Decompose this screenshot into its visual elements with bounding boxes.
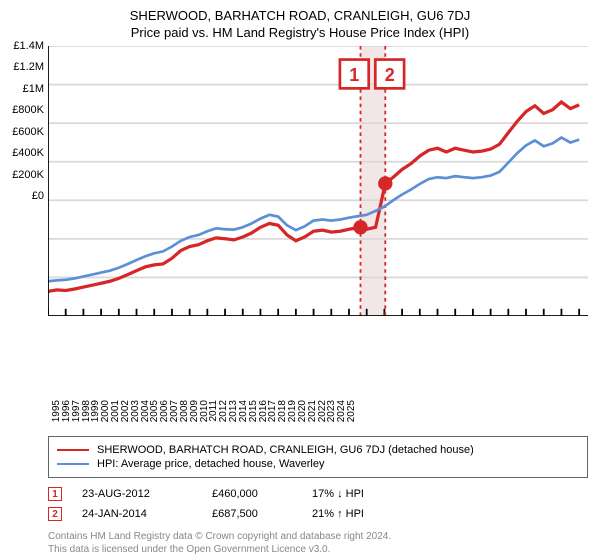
y-axis-label: £400K: [4, 147, 44, 159]
footer-line1: Contains HM Land Registry data © Crown c…: [48, 530, 588, 543]
x-axis-label: 2025: [346, 400, 357, 422]
y-axis-label: £800K: [4, 104, 44, 116]
y-axis-label: £1M: [4, 83, 44, 95]
chart-plot: 12: [48, 46, 588, 316]
sale-price: £460,000: [212, 488, 292, 500]
chart-area: £0£200K£400K£600K£800K£1M£1.2M£1.4M 12 1…: [48, 46, 588, 396]
legend-line-icon: [57, 463, 89, 465]
y-axis-labels: £0£200K£400K£600K£800K£1M£1.2M£1.4M: [4, 46, 44, 396]
chart-title: SHERWOOD, BARHATCH ROAD, CRANLEIGH, GU6 …: [0, 0, 600, 23]
y-axis-label: £200K: [4, 169, 44, 181]
sale-number-box: 2: [48, 507, 62, 521]
legend-row: SHERWOOD, BARHATCH ROAD, CRANLEIGH, GU6 …: [57, 443, 579, 457]
sales-row: 1 23-AUG-2012 £460,000 17% ↓ HPI: [48, 484, 588, 504]
y-axis-label: £1.4M: [4, 40, 44, 52]
sales-row: 2 24-JAN-2014 £687,500 21% ↑ HPI: [48, 504, 588, 524]
sale-number-box: 1: [48, 487, 62, 501]
legend-label: HPI: Average price, detached house, Wave…: [97, 458, 324, 470]
sale-diff: 17% ↓ HPI: [312, 488, 402, 500]
sale-date: 23-AUG-2012: [82, 488, 192, 500]
legend-row: HPI: Average price, detached house, Wave…: [57, 457, 579, 471]
sale-marker-dot: [353, 220, 367, 234]
legend-line-icon: [57, 449, 89, 451]
legend-label: SHERWOOD, BARHATCH ROAD, CRANLEIGH, GU6 …: [97, 444, 474, 456]
footer-attribution: Contains HM Land Registry data © Crown c…: [48, 530, 588, 556]
y-axis-label: £600K: [4, 126, 44, 138]
sale-diff: 21% ↑ HPI: [312, 508, 402, 520]
sales-table: 1 23-AUG-2012 £460,000 17% ↓ HPI 2 24-JAN-201…: [48, 484, 588, 524]
x-axis-labels: 1995199619971998199920002001200220032004…: [48, 398, 588, 428]
y-axis-label: £1.2M: [4, 61, 44, 73]
legend-box: SHERWOOD, BARHATCH ROAD, CRANLEIGH, GU6 …: [48, 436, 588, 478]
chart-container: SHERWOOD, BARHATCH ROAD, CRANLEIGH, GU6 …: [0, 0, 600, 560]
y-axis-label: £0: [4, 190, 44, 202]
sale-marker-dot: [378, 176, 392, 190]
sale-marker-number: 1: [349, 65, 359, 85]
sale-date: 24-JAN-2014: [82, 508, 192, 520]
sale-price: £687,500: [212, 508, 292, 520]
series-hpi: [48, 138, 579, 282]
chart-subtitle: Price paid vs. HM Land Registry's House …: [0, 23, 600, 46]
sale-marker-number: 2: [385, 65, 395, 85]
footer-line2: This data is licensed under the Open Gov…: [48, 543, 588, 556]
